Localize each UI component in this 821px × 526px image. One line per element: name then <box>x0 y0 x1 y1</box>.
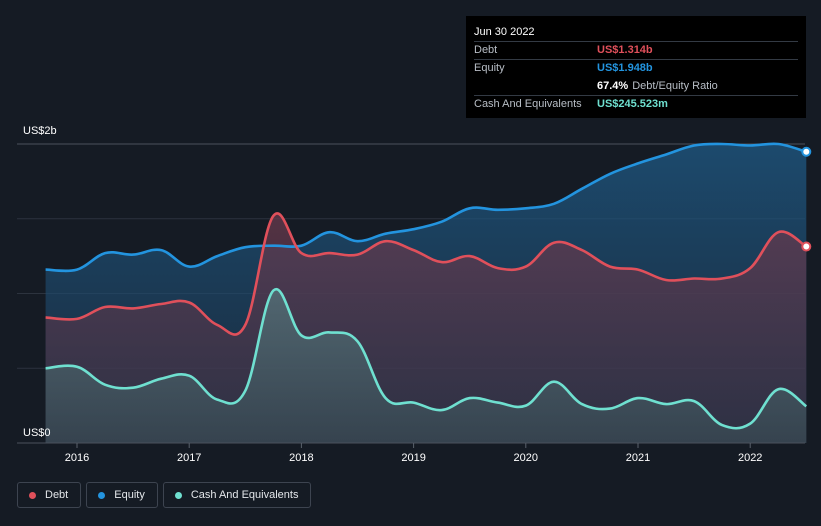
equity-line <box>45 142 807 273</box>
tooltip-ratio-row: 67.4% Debt/Equity Ratio <box>474 77 798 95</box>
legend-item-equity[interactable]: Equity <box>86 482 158 508</box>
x-tick-label: 2019 <box>401 452 425 464</box>
tooltip-equity-value: US$1.948b <box>597 62 653 74</box>
x-tick-label: 2016 <box>65 452 89 464</box>
legend-item-debt[interactable]: Debt <box>17 482 82 508</box>
cash-line <box>45 287 808 430</box>
tooltip-cash-row: Cash And Equivalents US$245.523m <box>474 95 798 113</box>
debt-dot-icon <box>29 491 36 499</box>
tooltip-equity-label: Equity <box>474 62 505 74</box>
equity-dot-icon <box>98 491 106 499</box>
debt-line <box>45 212 808 336</box>
y-tick-label: US$0 <box>23 427 51 439</box>
tooltip-ratio-value: 67.4% <box>597 80 629 92</box>
cash-area <box>45 289 807 443</box>
tooltip-panel: Jun 30 2022 Debt US$1.314b Equity US$1.9… <box>466 16 806 118</box>
equity-end-marker <box>801 146 812 157</box>
tooltip-debt-label: Debt <box>474 44 498 56</box>
x-tick-label: 2018 <box>289 452 313 464</box>
debt-end-marker <box>801 241 812 252</box>
tooltip-ratio-label: Debt/Equity Ratio <box>632 80 718 92</box>
tooltip-equity-row: Equity US$1.948b <box>474 59 798 77</box>
chart-legend: Debt Equity Cash And Equivalents <box>17 482 312 508</box>
tooltip-debt-row: Debt US$1.314b <box>474 41 798 59</box>
debt-area <box>45 213 807 443</box>
y-tick-label: US$2b <box>23 125 57 137</box>
x-tick-label: 2022 <box>738 452 762 464</box>
legend-label-equity: Equity <box>114 489 145 501</box>
x-tick-label: 2021 <box>626 452 650 464</box>
legend-label-debt: Debt <box>45 489 69 501</box>
legend-item-cash[interactable]: Cash And Equivalents <box>162 482 312 508</box>
tooltip-cash-value: US$245.523m <box>597 98 668 110</box>
legend-label-cash: Cash And Equivalents <box>190 489 299 501</box>
tooltip-debt-value: US$1.314b <box>597 44 653 56</box>
x-tick-label: 2017 <box>177 452 201 464</box>
cash-dot-icon <box>174 491 182 499</box>
tooltip-cash-label: Cash And Equivalents <box>474 98 582 110</box>
tooltip-date: Jun 30 2022 <box>474 26 535 38</box>
x-tick-label: 2020 <box>514 452 538 464</box>
